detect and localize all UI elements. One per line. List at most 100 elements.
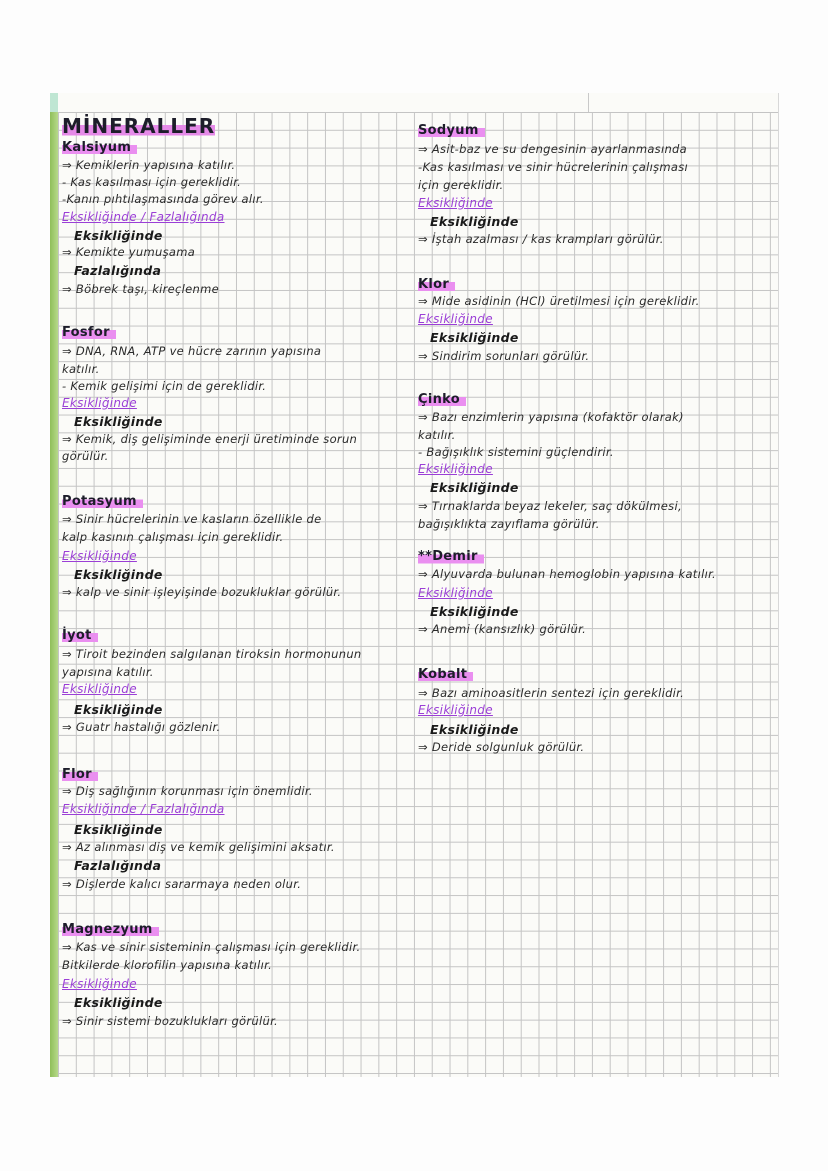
note-line: -Kas kasılması ve sinir hücrelerinin çal… [418, 160, 688, 174]
line-text: Bitkilerde klorofilin yapısına katılır. [62, 958, 273, 972]
subheading: Eksikliğinde [418, 330, 519, 345]
page-title: MİNERALLER [62, 114, 216, 138]
line-text: - Kas kasılması için gereklidir. [62, 175, 242, 189]
mineral-heading: Kobalt [418, 667, 474, 682]
line-text: ⇒ Kemik, diş gelişiminde enerji üretimin… [62, 432, 358, 446]
line-text: Fazlalığında [74, 858, 162, 873]
subheading: Eksikliğinde [418, 722, 519, 737]
page-header-strip [58, 93, 778, 113]
line-text: ⇒ Bazı aminoasitlerin sentezi için gerek… [418, 686, 685, 700]
line-text: Eksikliğinde [430, 722, 519, 737]
deficiency-cue: Eksikliğinde [418, 586, 493, 600]
note-line: yapısına katılır. [62, 665, 154, 679]
line-text: Eksikliğinde [62, 682, 137, 696]
note-line: - Bağışıklık sistemini güçlendirir. [418, 445, 614, 459]
line-text: katılır. [62, 362, 100, 376]
note-line: Bitkilerde klorofilin yapısına katılır. [62, 958, 272, 972]
line-text: görülür. [62, 449, 109, 463]
line-text: Eksikliğinde [418, 196, 493, 210]
line-text: Eksikliğinde [418, 312, 493, 326]
line-text: -Kanın pıhtılaşmasında görev alır. [62, 192, 264, 206]
note-line: ⇒ Az alınması diş ve kemik gelişimini ak… [62, 840, 335, 854]
note-line: kalp kasının çalışması için gereklidir. [62, 530, 283, 544]
deficiency-cue: Eksikliğinde [62, 977, 137, 991]
line-text: ⇒ Mide asidinin (HCl) üretilmesi için ge… [418, 294, 700, 308]
note-line: ⇒ Anemi (kansızlık) görülür. [418, 622, 586, 636]
line-text: ⇒ Tırnaklarda beyaz lekeler, saç dökülme… [418, 499, 682, 513]
mineral-heading: Sodyum [418, 123, 485, 138]
note-line: ⇒ Deride solgunluk görülür. [418, 740, 584, 754]
mineral-heading: İyot [62, 628, 98, 643]
line-text: ⇒ kalp ve sinir işleyişinde bozukluklar … [62, 585, 342, 599]
line-text: ⇒ Sindirim sorunları görülür. [418, 349, 590, 363]
line-text: Eksikliğinde [74, 567, 163, 582]
deficiency-cue: Eksikliğinde [418, 703, 493, 717]
line-text: Flor [62, 767, 98, 782]
line-text: -Kas kasılması ve sinir hücrelerinin çal… [418, 160, 689, 174]
line-text: Kalsiyum [62, 140, 138, 155]
note-line: ⇒ Kemik, diş gelişiminde enerji üretimin… [62, 432, 357, 446]
note-line: ⇒ Kemikte yumuşama [62, 245, 195, 259]
line-text: Fosfor [62, 325, 116, 340]
line-text: Eksikliğinde [74, 228, 163, 243]
header-divider [588, 93, 589, 112]
line-text: ⇒ Anemi (kansızlık) görülür. [418, 622, 587, 636]
line-text: ⇒ DNA, RNA, ATP ve hücre zarının yapısın… [62, 344, 322, 358]
line-text: katılır. [418, 428, 456, 442]
note-line: ⇒ Mide asidinin (HCl) üretilmesi için ge… [418, 294, 700, 308]
subheading: Fazlalığında [62, 263, 161, 278]
line-text: Sodyum [418, 123, 485, 138]
note-line: ⇒ Dişlerde kalıcı sararmaya neden olur. [62, 877, 301, 891]
line-text: Potasyum [62, 494, 143, 509]
subheading: Fazlalığında [62, 858, 161, 873]
line-text: için gereklidir. [418, 178, 504, 192]
note-line: ⇒ Kas ve sinir sisteminin çalışması için… [62, 940, 360, 954]
note-line: ⇒ Kemiklerin yapısına katılır. [62, 158, 235, 172]
deficiency-cue: Eksikliğinde [62, 549, 137, 563]
line-text: Eksikliğinde [430, 480, 519, 495]
deficiency-cue: Eksikliğinde / Fazlalığında [62, 210, 225, 224]
line-text: ⇒ Diş sağlığının korunması için önemlidi… [62, 784, 313, 798]
line-text: Magnezyum [62, 922, 159, 937]
subheading: Eksikliğinde [62, 567, 163, 582]
note-line: - Kas kasılması için gereklidir. [62, 175, 241, 189]
note-line: ⇒ Guatr hastalığı gözlenir. [62, 720, 220, 734]
line-text: Eksikliğinde [74, 702, 163, 717]
note-line: ⇒ Bazı aminoasitlerin sentezi için gerek… [418, 686, 684, 700]
line-text: Eksikliğinde [74, 414, 163, 429]
line-text: ⇒ Kas ve sinir sisteminin çalışması için… [62, 940, 361, 954]
deficiency-cue: Eksikliğinde / Fazlalığında [62, 802, 225, 816]
note-line: ⇒ Sinir sistemi bozuklukları görülür. [62, 1014, 278, 1028]
note-line: ⇒ Tırnaklarda beyaz lekeler, saç dökülme… [418, 499, 682, 513]
line-text: Eksikliğinde [62, 549, 137, 563]
line-text: ⇒ Alyuvarda bulunan hemoglobin yapısına … [418, 567, 717, 581]
note-line: ⇒ Tiroit bezinden salgılanan tiroksin ho… [62, 647, 362, 661]
line-text: Kobalt [418, 667, 474, 682]
deficiency-cue: Eksikliğinde [418, 312, 493, 326]
line-text: **Demir [418, 549, 484, 564]
note-line: katılır. [418, 428, 456, 442]
subheading: Eksikliğinde [62, 228, 163, 243]
line-text: Eksikliğinde / Fazlalığında [62, 210, 225, 224]
page-margin-edge [50, 112, 58, 1077]
subheading: Eksikliğinde [418, 214, 519, 229]
line-text: ⇒ İştah azalması / kas krampları görülür… [418, 232, 664, 246]
subheading: Eksikliğinde [62, 702, 163, 717]
line-text: bağışıklıkta zayıflama görülür. [418, 517, 600, 531]
subheading: Eksikliğinde [418, 604, 519, 619]
line-text: Eksikliğinde [62, 396, 137, 410]
line-text: Eksikliğinde [62, 977, 137, 991]
note-line: katılır. [62, 362, 100, 376]
line-text: ⇒ Bazı enzimlerin yapısına (kofaktör ola… [418, 410, 684, 424]
note-line: ⇒ Bazı enzimlerin yapısına (kofaktör ola… [418, 410, 684, 424]
line-text: ⇒ Asit-baz ve su dengesinin ayarlanmasın… [418, 142, 687, 156]
line-text: ⇒ Az alınması diş ve kemik gelişimini ak… [62, 840, 335, 854]
deficiency-cue: Eksikliğinde [418, 462, 493, 476]
line-text: ⇒ Sinir sistemi bozuklukları görülür. [62, 1014, 279, 1028]
note-line: ⇒ İştah azalması / kas krampları görülür… [418, 232, 664, 246]
mineral-heading: Magnezyum [62, 922, 159, 937]
line-text: ⇒ Dişlerde kalıcı sararmaya neden olur. [62, 877, 302, 891]
line-text: Eksikliğinde [418, 703, 493, 717]
line-text: yapısına katılır. [62, 665, 154, 679]
line-text: ⇒ Sinir hücrelerinin ve kasların özellik… [62, 512, 322, 526]
